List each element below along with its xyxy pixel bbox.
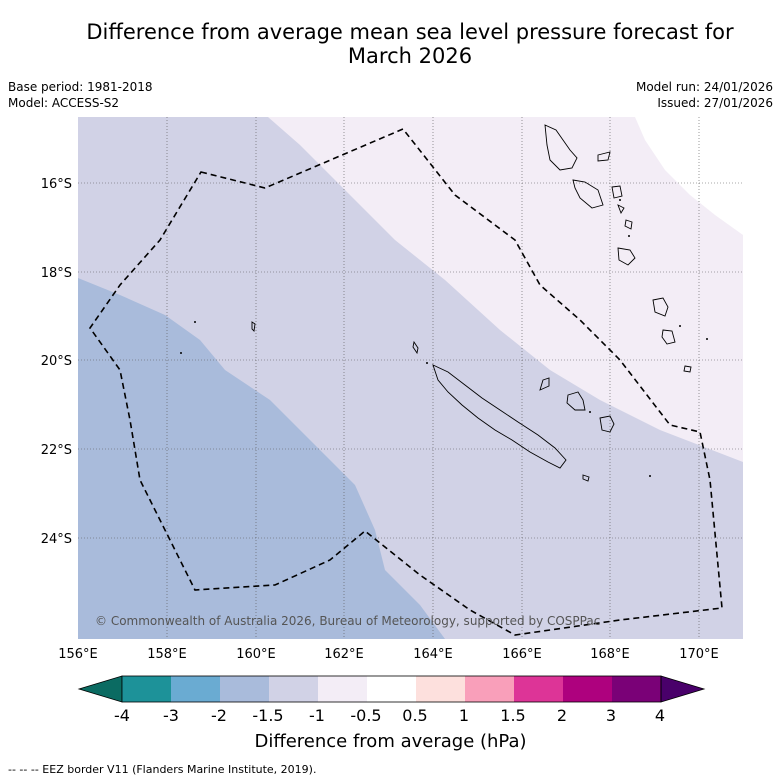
colorbar-segment <box>416 676 465 702</box>
ouvea <box>539 377 550 391</box>
colorbar <box>77 675 706 703</box>
colorbar-label: -4 <box>114 706 130 725</box>
islet <box>706 338 708 340</box>
model-run: Model run: 24/01/2026 <box>635 80 773 94</box>
vanuatu-efate <box>617 247 636 266</box>
islet <box>679 325 681 327</box>
colorbar-label: 0.5 <box>402 706 428 725</box>
anomaly-band-minus-2 <box>78 278 445 639</box>
islet <box>194 321 196 323</box>
colorbar-segment <box>122 676 171 702</box>
colorbar-segment <box>367 676 416 702</box>
belep-islands <box>412 340 419 355</box>
lat-tick: 16°S <box>41 177 72 192</box>
colorbar-title: Difference from average (hPa) <box>254 731 527 752</box>
colorbar-extend-high <box>660 675 706 703</box>
lat-tick: 22°S <box>41 443 72 458</box>
colorbar-segment <box>612 676 661 702</box>
vanuatu-aneityum <box>683 365 692 373</box>
eez-border <box>89 128 723 636</box>
lifou <box>566 391 586 411</box>
lon-tick: 158°E <box>147 647 187 662</box>
lat-tick-labels: 16°S 18°S 20°S 22°S 24°S <box>41 177 72 547</box>
colorbar-segment <box>171 676 220 702</box>
grid-lines <box>78 117 743 639</box>
copyright-notice: © Commonwealth of Australia 2026, Bureau… <box>95 614 600 628</box>
anomaly-band-minus-1 <box>268 117 743 462</box>
plot-edge-area <box>635 117 743 235</box>
lon-tick: 166°E <box>502 647 542 662</box>
coastlines <box>251 124 692 482</box>
vanuatu-pentecost <box>611 185 623 199</box>
colorbar-label: -1 <box>309 706 325 725</box>
map-fill-layer <box>78 117 743 639</box>
chart-title: Difference from average mean sea level p… <box>60 20 760 68</box>
lon-tick: 164°E <box>413 647 453 662</box>
chesterfield-reef <box>251 321 256 332</box>
lon-tick: 170°E <box>679 647 719 662</box>
chart-title-line1: Difference from average mean sea level p… <box>86 20 734 44</box>
colorbar-label: 1.5 <box>500 706 526 725</box>
colorbar-label: 3 <box>605 706 617 725</box>
colorbar-label: -0.5 <box>350 706 382 725</box>
colorbar-label: -1.5 <box>252 706 284 725</box>
base-period: Base period: 1981-2018 <box>8 80 153 94</box>
colorbar-segment <box>514 676 563 702</box>
vanuatu-tanna <box>661 329 676 345</box>
mare <box>599 415 615 433</box>
colorbar-extend-low <box>77 675 123 703</box>
colorbar-label: -2 <box>211 706 227 725</box>
small-islets <box>180 199 708 477</box>
colorbar-segment <box>563 676 612 702</box>
islet <box>649 475 651 477</box>
vanuatu-epi <box>617 204 625 215</box>
vanuatu-erromango <box>652 297 669 317</box>
lon-tick: 160°E <box>236 647 276 662</box>
colorbar-label: 1 <box>458 706 470 725</box>
lon-tick: 156°E <box>58 647 98 662</box>
vanuatu-espiritu-santo <box>544 124 578 171</box>
chart-title-line2: March 2026 <box>347 44 473 68</box>
colorbar-label: 4 <box>654 706 666 725</box>
colorbar-segment <box>318 676 367 702</box>
lat-tick: 20°S <box>41 354 72 369</box>
colorbar-segment <box>465 676 514 702</box>
new-caledonia-mainland <box>432 364 567 469</box>
islet <box>619 199 621 201</box>
colorbar-outline <box>121 675 662 703</box>
colorbar-segment <box>220 676 269 702</box>
vanuatu-shepherd <box>624 219 633 230</box>
issued-date: Issued: 27/01/2026 <box>657 96 773 110</box>
lon-tick: 168°E <box>590 647 630 662</box>
lon-tick-labels: 156°E 158°E 160°E 162°E 164°E 166°E 168°… <box>58 647 719 662</box>
colorbar-label: -3 <box>163 706 179 725</box>
vanuatu-maewo <box>597 151 611 162</box>
islet <box>426 362 428 364</box>
lat-tick: 24°S <box>41 532 72 547</box>
lon-tick: 162°E <box>324 647 364 662</box>
islet <box>628 235 630 237</box>
islet <box>589 411 591 413</box>
lat-tick: 18°S <box>41 266 72 281</box>
meta-right: Model run: 24/01/2026 Issued: 27/01/2026 <box>636 79 773 111</box>
meta-left: Base period: 1981-2018 Model: ACCESS-S2 <box>8 79 153 111</box>
ile-des-pins <box>582 474 590 482</box>
islet <box>180 352 182 354</box>
model-name: Model: ACCESS-S2 <box>8 96 120 110</box>
vanuatu-malakula <box>572 179 604 209</box>
colorbar-label: 2 <box>556 706 568 725</box>
colorbar-segment <box>269 676 318 702</box>
eez-footnote: -- -- -- EEZ border V11 (Flanders Marine… <box>8 763 317 776</box>
